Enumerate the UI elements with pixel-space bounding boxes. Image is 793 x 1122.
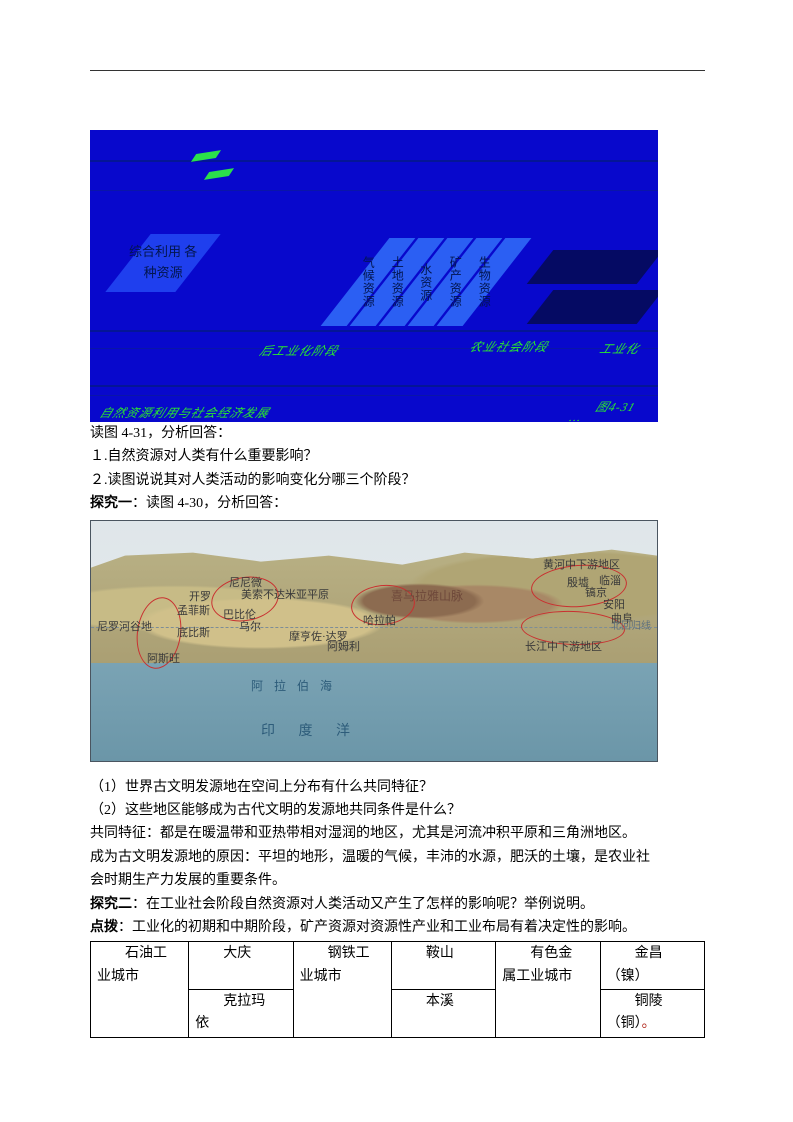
industry-table: 石油工业城市 大庆 钢铁工业城市 鞍山 有色金属工业城市 金昌（镍） 克拉玛依 … <box>90 941 705 1038</box>
answer-common: 共同特征：都是在暖温带和亚热带相对湿润的地区，尤其是河流冲积平原和三角洲地区。 <box>90 823 705 845</box>
answer-reason-b: 会时期生产力发展的重要条件。 <box>90 870 705 892</box>
table-cell: 铜陵（铜）。 <box>600 990 704 1038</box>
diagram-box-left: 综合利用 各种资源 <box>105 234 220 292</box>
question-block: 读图 4-31，分析回答： １.自然资源对人类有什么重要影响？ ２.读图说说其对… <box>90 423 705 516</box>
map-label: 北回归线 <box>611 619 651 635</box>
sub-question-2: （2）这些地区能够成为古代文明的发源地共同条件是什么？ <box>90 800 705 822</box>
diagram-caption: 工业化 <box>597 340 643 359</box>
map-sea-label: 阿 拉 伯 海 <box>251 677 336 696</box>
figure-4-30-map: 尼罗河谷地 阿斯旺 开罗 孟菲斯 底比斯 尼尼微 美索不达米亚平原 巴比伦 乌尔… <box>90 520 658 762</box>
explore-2-text: ：在工业社会阶段自然资源对人类活动又产生了怎样的影响呢？举例说明。 <box>132 897 594 912</box>
page: 综合利用 各种资源 气候资源 土地资源 水资源 矿产资源 生物资源 后工业化阶段… <box>0 0 793 1122</box>
content: 综合利用 各种资源 气候资源 土地资源 水资源 矿产资源 生物资源 后工业化阶段… <box>90 130 705 1038</box>
table-cell: 本溪 <box>391 990 495 1038</box>
map-label: 孟菲斯 <box>177 603 210 621</box>
map-label: 喜马拉雅山脉 <box>391 587 463 606</box>
table-cell: 大庆 <box>189 942 293 990</box>
map-label: 尼罗河谷地 <box>97 619 152 637</box>
map-label: 哈拉帕 <box>363 613 396 631</box>
diagram-dark-block <box>527 290 658 324</box>
table-cell: 石油工业城市 <box>91 942 189 1038</box>
diagram-caption: 后工业化阶段 <box>257 342 342 361</box>
diagram-box-left-label: 综合利用 各种资源 <box>128 242 198 284</box>
diagram-caption: … <box>567 408 586 422</box>
explore-1: 探究一：读图 4-30，分析回答： <box>90 493 705 515</box>
map-label: 阿斯旺 <box>147 651 180 669</box>
answer-reason-a: 成为古文明发源地的原因：平坦的地形，温暖的气候，丰沛的水源，肥沃的土壤，是农业社 <box>90 847 705 869</box>
map-label: 美索不达米亚平原 <box>241 587 329 605</box>
map-label: 黄河中下游地区 <box>543 557 620 575</box>
explore-1-label: 探究一 <box>90 496 132 511</box>
table-cell: 金昌（镍） <box>600 942 704 990</box>
explore-2: 探究二：在工业社会阶段自然资源对人类活动又产生了怎样的影响呢？举例说明。 <box>90 894 705 916</box>
diagram-caption: 自然资源利用与社会经济发展 <box>97 404 273 422</box>
resource-group: 气候资源 土地资源 水资源 矿产资源 生物资源 <box>321 238 532 326</box>
map-label: 临淄 <box>599 573 621 591</box>
diagram-caption: 图4-31 <box>593 398 639 417</box>
question-2: ２.读图说说其对人类活动的影响变化分哪三个阶段？ <box>90 470 705 492</box>
map-sea-label: 印 度 洋 <box>261 721 360 743</box>
map-label: 底比斯 <box>177 625 210 643</box>
table-cell: 有色金属工业城市 <box>496 942 600 1038</box>
question-1: １.自然资源对人类有什么重要影响？ <box>90 446 705 468</box>
hint-text: ：工业化的初期和中期阶段，矿产资源对资源性产业和工业布局有着决定性的影响。 <box>118 920 636 935</box>
explore-1-text: ：读图 4-30，分析回答： <box>132 496 287 511</box>
diagram-dark-block <box>527 250 658 284</box>
top-rule <box>90 70 705 71</box>
hint: 点拨：工业化的初期和中期阶段，矿产资源对资源性产业和工业布局有着决定性的影响。 <box>90 917 705 939</box>
answer-block: （1）世界古文明发源地在空间上分布有什么共同特征？ （2）这些地区能够成为古代文… <box>90 777 705 940</box>
table-cell: 鞍山 <box>391 942 495 990</box>
explore-2-label: 探究二 <box>90 897 132 912</box>
map-label: 长江中下游地区 <box>525 639 602 657</box>
table-cell: 克拉玛依 <box>189 990 293 1038</box>
map-label: 乌尔 <box>239 619 261 637</box>
hint-label: 点拨 <box>90 920 118 935</box>
sub-question-1: （1）世界古文明发源地在空间上分布有什么共同特征？ <box>90 777 705 799</box>
figure-4-31: 综合利用 各种资源 气候资源 土地资源 水资源 矿产资源 生物资源 后工业化阶段… <box>90 130 658 422</box>
diagram-caption: 农业社会阶段 <box>467 338 552 357</box>
table-cell: 钢铁工业城市 <box>293 942 391 1038</box>
map-label: 阿姆利 <box>327 639 360 657</box>
question-intro: 读图 4-31，分析回答： <box>90 423 705 445</box>
